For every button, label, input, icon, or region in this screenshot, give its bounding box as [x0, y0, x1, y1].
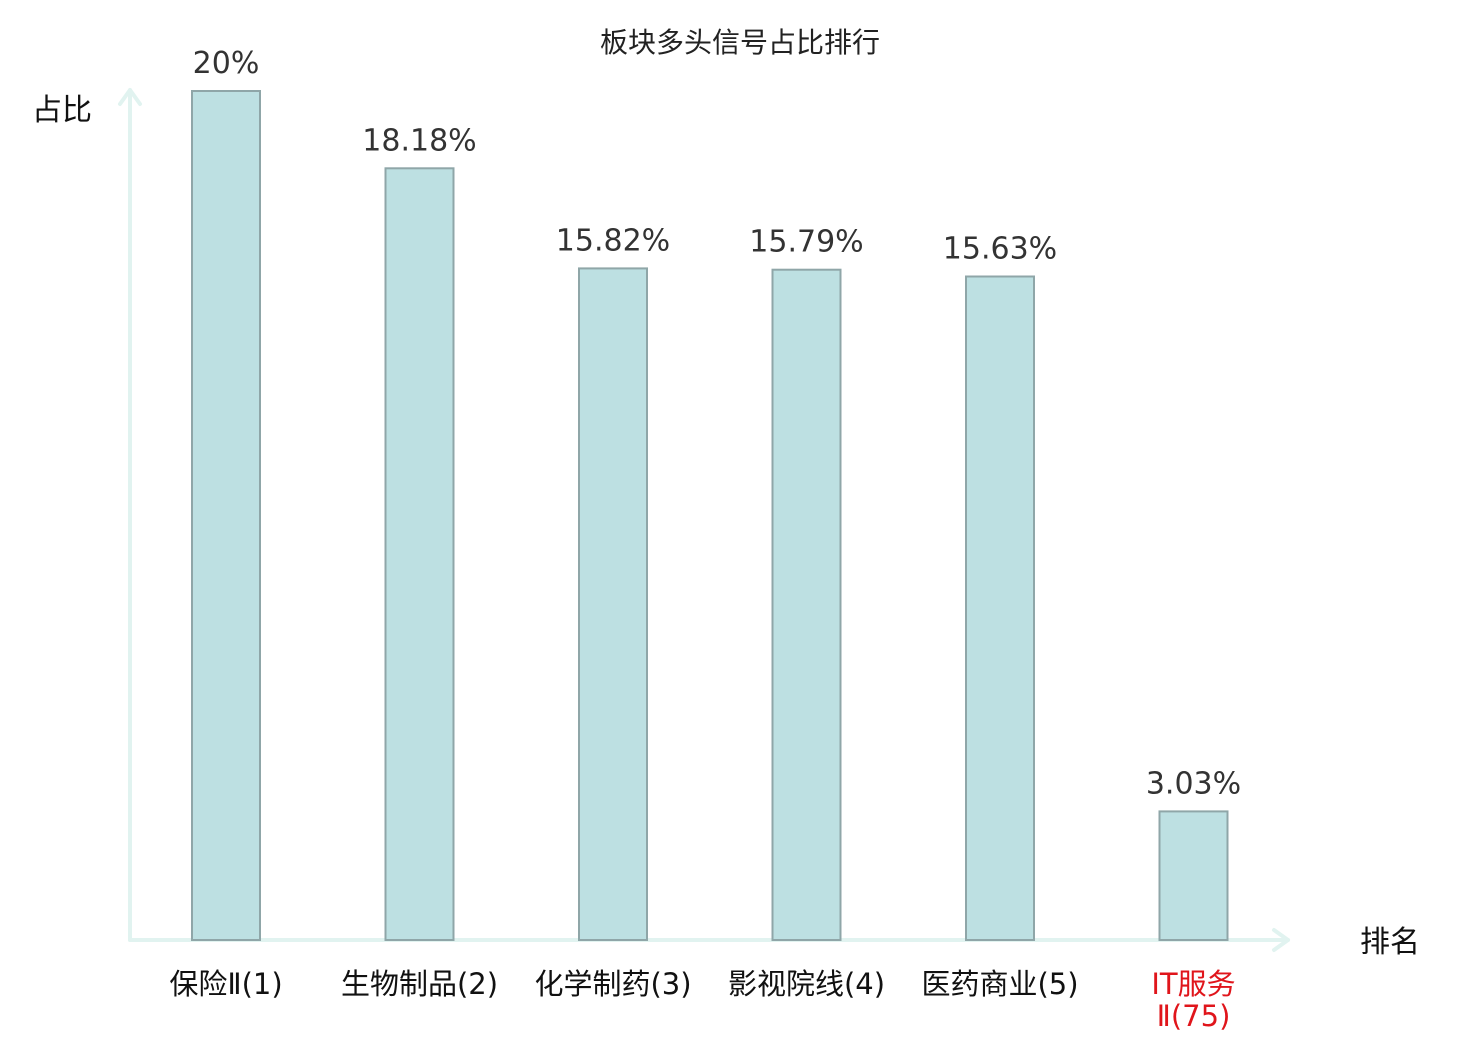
- bar-value-label: 15.79%: [749, 225, 863, 260]
- bar-value-label: 15.82%: [556, 223, 670, 258]
- bar-value-label: 18.18%: [362, 123, 476, 158]
- category-label: Ⅱ(75): [1157, 999, 1231, 1033]
- category-label: 影视院线(4): [728, 967, 885, 1001]
- bar: [771, 268, 842, 941]
- bar: [191, 90, 261, 941]
- category-label: 化学制药(3): [534, 967, 691, 1001]
- chart-title: 板块多头信号占比排行: [600, 26, 880, 59]
- x-axis-arrow: [1272, 928, 1290, 952]
- category-label: 医药商业(5): [921, 967, 1078, 1001]
- bar: [1158, 810, 1229, 942]
- bar: [384, 167, 455, 942]
- y-axis-arrow: [118, 88, 142, 106]
- category-label: 保险Ⅱ(1): [169, 967, 282, 1001]
- x-axis-label: 排名: [1360, 925, 1420, 960]
- bar-value-label: 3.03%: [1146, 766, 1241, 801]
- bar: [965, 275, 1035, 941]
- y-axis-label: 占比: [32, 93, 92, 128]
- bar: [578, 267, 648, 941]
- bar-value-label: 20%: [193, 46, 260, 81]
- category-label: 生物制品(2): [341, 967, 498, 1001]
- bars-group: 20% 保险Ⅱ(1) 18.18% 生物制品(2) 15.82% 化学制药(3) 15.79…: [169, 46, 1241, 1033]
- bar-value-label: 15.63%: [943, 232, 1057, 267]
- category-label: IT服务: [1151, 967, 1235, 1001]
